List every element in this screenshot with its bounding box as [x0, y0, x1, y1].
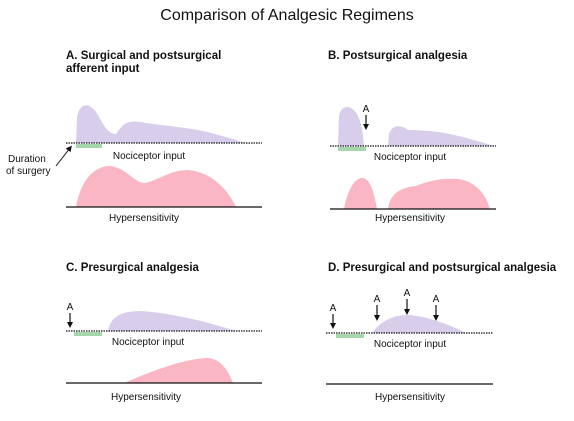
panel-b-hypersensitivity-curve-surgery	[344, 178, 377, 209]
panel-c-surgery-bar	[74, 332, 102, 336]
panel-c-heading: C. Presurgical analgesia	[66, 262, 199, 274]
panel-b-nociceptor-label: Nociceptor input	[374, 152, 446, 163]
panel-a: Nociceptor input Duration of surgery Hyp…	[6, 105, 262, 224]
panel-c-hypersensitivity-label: Hypersensitivity	[111, 392, 181, 403]
panel-a-heading-line1: A. Surgical and postsurgical	[66, 50, 222, 62]
panel-b-hypersensitivity-curve-post	[388, 178, 490, 209]
panel-d-surgery-bar	[336, 334, 364, 338]
panel-c: A Nociceptor input Hypersensitivity	[66, 302, 262, 403]
panel-b-analgesia-marker-label: A	[363, 104, 370, 115]
panel-b-surgery-bar	[338, 147, 366, 151]
panel-c-analgesia-marker-label: A	[67, 302, 74, 313]
duration-label-line1: Duration	[8, 154, 46, 165]
panel-c-hypersensitivity-curve	[124, 357, 233, 383]
panel-d-heading: D. Presurgical and postsurgical analgesi…	[328, 262, 557, 274]
panel-b-nociceptor-curve-surgery	[338, 107, 364, 146]
panel-a-hypersensitivity-curve	[76, 166, 236, 207]
panel-a-nociceptor-curve	[76, 105, 246, 143]
panel-a-hypersensitivity-label: Hypersensitivity	[109, 213, 179, 224]
panel-d-analgesia-marker-label-3: A	[404, 288, 411, 299]
panel-c-nociceptor-curve	[108, 311, 236, 331]
figure-title: Comparison of Analgesic Regimens	[160, 7, 414, 24]
panel-d-nociceptor-curve	[372, 315, 466, 333]
panel-a-surgery-bar	[76, 144, 102, 148]
panel-d-analgesia-marker-label-1: A	[330, 303, 337, 314]
panel-d-nociceptor-label: Nociceptor input	[374, 339, 446, 350]
panel-b-heading: B. Postsurgical analgesia	[328, 50, 468, 62]
duration-label-line2: of surgery	[6, 166, 50, 177]
panel-d-analgesia-marker-label-4: A	[433, 294, 440, 305]
duration-pointer-arrow	[55, 145, 72, 167]
panel-b-nociceptor-curve-post	[388, 126, 494, 146]
panel-a-nociceptor-label: Nociceptor input	[113, 151, 185, 162]
panel-b: Nociceptor input A Hypersensitivity	[330, 104, 496, 224]
panel-c-nociceptor-label: Nociceptor input	[112, 337, 184, 348]
panel-a-heading-line2: afferent input	[66, 63, 140, 75]
panel-b-hypersensitivity-label: Hypersensitivity	[375, 213, 445, 224]
panel-a-heading: A. Surgical and postsurgical afferent in…	[66, 50, 221, 76]
panel-d-hypersensitivity-label: Hypersensitivity	[375, 392, 445, 403]
panel-d-analgesia-marker-label-2: A	[374, 294, 381, 305]
panel-d: A A A A Nociceptor input Hypersensitivit…	[326, 288, 493, 403]
